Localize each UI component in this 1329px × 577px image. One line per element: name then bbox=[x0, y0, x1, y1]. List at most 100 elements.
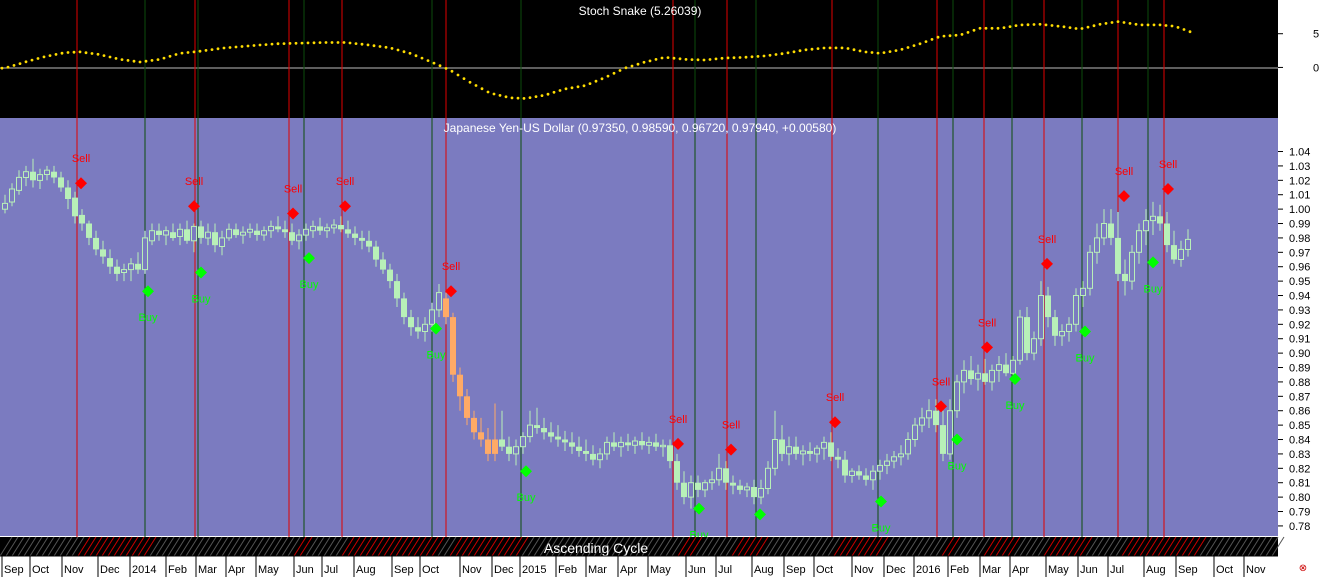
candle-body bbox=[891, 456, 897, 462]
candle-body bbox=[317, 226, 323, 231]
cycle-stripe bbox=[1187, 536, 1201, 557]
cycle-stripe bbox=[11, 536, 25, 557]
snake-dot bbox=[180, 51, 184, 55]
snake-dot bbox=[1026, 23, 1030, 27]
buy-marker bbox=[693, 502, 705, 515]
buy-marker bbox=[1009, 373, 1021, 386]
cycle-stripe bbox=[401, 536, 415, 557]
close-icon[interactable]: ⊗ bbox=[1298, 563, 1308, 574]
snake-dot bbox=[498, 94, 502, 97]
sell-marker bbox=[1162, 182, 1174, 195]
x-tick-label: Feb bbox=[950, 564, 969, 576]
cycle-stripe bbox=[1025, 536, 1039, 557]
candle-body bbox=[331, 224, 337, 229]
candle-body bbox=[940, 425, 946, 454]
candle-body bbox=[1052, 317, 1058, 336]
cycle-stripe bbox=[929, 536, 943, 557]
x-tick-label: Aug bbox=[1146, 564, 1166, 576]
cycle-stripe bbox=[779, 536, 793, 557]
candle-body bbox=[86, 223, 92, 238]
candle-body bbox=[646, 441, 652, 446]
candle-body bbox=[1031, 338, 1037, 354]
snake-dot bbox=[198, 49, 202, 53]
candle-body bbox=[779, 439, 785, 454]
snake-dot bbox=[924, 40, 928, 43]
candle-body bbox=[457, 374, 463, 397]
cycle-stripe bbox=[1097, 536, 1111, 557]
sell-marker bbox=[1118, 190, 1130, 203]
snake-dot bbox=[12, 64, 16, 67]
candle-body bbox=[604, 441, 610, 455]
candle-body bbox=[338, 225, 344, 230]
snake-dot bbox=[792, 50, 796, 54]
cycle-stripe bbox=[1049, 536, 1063, 557]
snake-dot bbox=[900, 47, 904, 51]
candle-body bbox=[282, 229, 288, 233]
y-tick-label: 0.81 bbox=[1289, 478, 1310, 490]
x-tick-label: Jul bbox=[324, 564, 338, 576]
cycle-stripe bbox=[857, 536, 871, 557]
snake-dot bbox=[162, 56, 166, 60]
cycle-stripe bbox=[527, 536, 541, 557]
snake-dot bbox=[540, 94, 544, 97]
candle-body bbox=[1094, 237, 1100, 253]
y-tick-label: 0.80 bbox=[1289, 492, 1310, 504]
candle-body bbox=[695, 482, 701, 490]
candle-body bbox=[303, 228, 309, 236]
cycle-stripe bbox=[275, 536, 289, 557]
cycle-stripe bbox=[449, 536, 463, 557]
cycle-stripe bbox=[47, 536, 61, 557]
cycle-stripe bbox=[317, 536, 331, 557]
cycle-stripe bbox=[599, 536, 613, 557]
candle-body bbox=[450, 317, 456, 375]
cycle-stripe bbox=[983, 536, 997, 557]
cycle-stripe bbox=[677, 536, 691, 557]
candle-body bbox=[1129, 251, 1135, 282]
x-tick-label: Jun bbox=[1080, 564, 1098, 576]
cycle-stripe bbox=[239, 536, 253, 557]
cycle-stripe bbox=[773, 536, 787, 557]
cycle-stripe bbox=[887, 536, 901, 557]
candle-body bbox=[1059, 331, 1065, 337]
cycle-stripe bbox=[503, 536, 517, 557]
candle-body bbox=[1136, 230, 1142, 253]
snake-dot bbox=[276, 42, 280, 46]
y-tick-label: 0.99 bbox=[1289, 219, 1310, 231]
snake-dot bbox=[942, 34, 946, 38]
candle-body bbox=[471, 417, 477, 433]
candle-body bbox=[324, 227, 330, 232]
snake-dot bbox=[816, 47, 820, 50]
snake-dot bbox=[756, 55, 760, 58]
snake-dot bbox=[420, 56, 424, 60]
candle-body bbox=[968, 370, 974, 379]
snake-dot bbox=[984, 26, 988, 30]
cycle-stripe bbox=[341, 536, 355, 557]
snake-dot bbox=[702, 58, 706, 62]
cycle-stripe bbox=[233, 536, 247, 557]
snake-dot bbox=[630, 64, 634, 68]
cycle-stripe bbox=[1007, 536, 1021, 557]
candle-body bbox=[513, 446, 519, 455]
cycle-stripe bbox=[419, 536, 433, 557]
snake-dot bbox=[402, 50, 406, 54]
snake-dot bbox=[312, 41, 316, 45]
x-tick-label: Aug bbox=[356, 564, 376, 576]
snake-dot bbox=[186, 51, 190, 54]
snake-dot bbox=[1050, 24, 1054, 27]
cycle-stripe bbox=[329, 536, 343, 557]
candle-body bbox=[520, 436, 526, 448]
sell-marker bbox=[188, 200, 200, 213]
candle-body bbox=[212, 232, 218, 246]
cycle-stripe bbox=[533, 536, 547, 557]
cycle-stripe bbox=[623, 536, 637, 557]
cycle-stripe bbox=[539, 536, 553, 557]
snake-dot bbox=[48, 54, 52, 57]
candle-body bbox=[793, 446, 799, 454]
snake-dot bbox=[84, 51, 88, 55]
sell-marker-label: Sell bbox=[442, 261, 460, 273]
y-tick-label: 0.85 bbox=[1289, 420, 1310, 432]
snake-dot bbox=[450, 69, 454, 73]
snake-dot bbox=[1062, 25, 1066, 29]
y-tick-label: 1.03 bbox=[1289, 161, 1310, 173]
